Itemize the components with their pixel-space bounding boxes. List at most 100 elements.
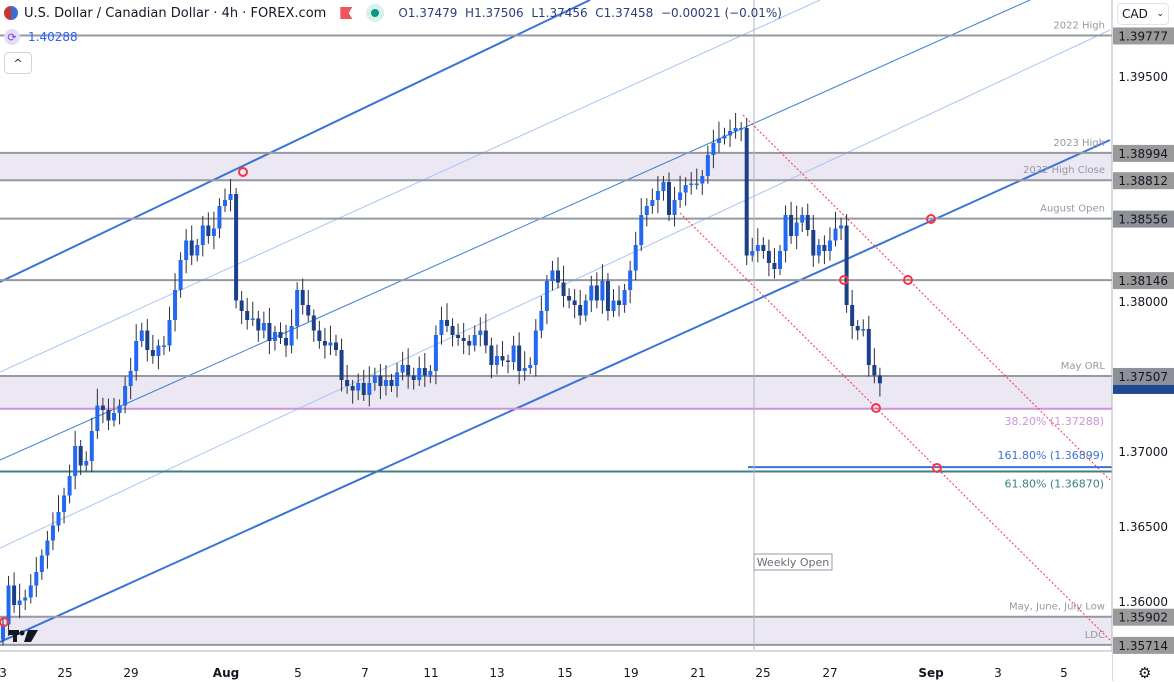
candle-body xyxy=(639,215,644,245)
candle-body xyxy=(439,320,444,335)
candle-body xyxy=(583,300,588,316)
candle xyxy=(445,303,449,332)
candle xyxy=(261,311,266,339)
channel-line-light xyxy=(0,0,821,373)
price-axis[interactable]: 1.39500 1.38000 1.37000 1.36500 1.36000 1.397… xyxy=(1113,27,1174,654)
price-tick-label: 1.39500 xyxy=(1118,70,1168,84)
candle xyxy=(650,188,655,214)
candle xyxy=(12,572,17,613)
candle xyxy=(827,227,832,261)
candle xyxy=(139,322,144,347)
candle xyxy=(578,290,583,326)
time-axis[interactable]: 3 25 29 Aug 5 7 11 13 15 19 21 25 27 Sep 3 5 xyxy=(0,666,1068,680)
candle xyxy=(628,260,633,304)
candle xyxy=(356,373,361,401)
candle-body xyxy=(23,597,28,601)
candle-body xyxy=(150,350,155,356)
time-tick-label: 29 xyxy=(123,666,138,680)
candle-body xyxy=(161,345,166,347)
candle xyxy=(422,353,427,387)
candle xyxy=(117,399,122,425)
candle xyxy=(367,366,372,407)
candle-body xyxy=(284,338,289,346)
candle-body xyxy=(594,285,599,301)
candle-body xyxy=(844,225,849,305)
candle-body xyxy=(112,413,116,421)
candle xyxy=(128,357,133,400)
usd-cad-flag-icon xyxy=(4,6,18,20)
currency-select[interactable]: CAD ⌄ xyxy=(1117,3,1169,25)
candle-body xyxy=(689,183,694,185)
time-tick-label: 25 xyxy=(755,666,770,680)
candle xyxy=(794,205,799,250)
candle xyxy=(350,380,355,404)
candle-body xyxy=(34,572,39,586)
currency-value: CAD xyxy=(1122,7,1148,21)
candle xyxy=(722,127,727,145)
candle-body xyxy=(6,585,11,625)
candle xyxy=(506,354,511,374)
candle-body xyxy=(611,300,616,311)
candle xyxy=(56,495,61,532)
candle-body xyxy=(189,240,194,256)
flag-marker-icon[interactable] xyxy=(340,7,353,19)
collapse-legend-button[interactable]: ^ xyxy=(4,52,32,74)
level-label: August Open xyxy=(1040,204,1105,215)
channel-line-upper xyxy=(0,0,591,283)
gear-icon[interactable]: ⚙ xyxy=(1138,664,1152,682)
candle xyxy=(383,365,388,396)
candle-body xyxy=(483,330,488,346)
level-label: 2022 High Close xyxy=(1023,165,1105,176)
level-price-tag-text: 1.37507 xyxy=(1118,370,1168,384)
candle-body xyxy=(134,341,139,371)
candle xyxy=(483,313,488,354)
candle-body xyxy=(683,185,688,193)
candle-body xyxy=(167,320,172,346)
weekly-open-label: Weekly Open xyxy=(753,553,833,571)
channel-line-light xyxy=(0,29,1111,549)
candle xyxy=(778,245,782,275)
candle-body xyxy=(572,300,577,305)
candle-body xyxy=(28,585,33,598)
candle xyxy=(461,323,466,355)
channel-line-lower xyxy=(0,139,1111,643)
candle xyxy=(678,175,683,208)
candle-body xyxy=(461,338,466,341)
candle xyxy=(189,225,194,266)
candle xyxy=(855,320,860,341)
candle xyxy=(622,284,627,313)
candle xyxy=(877,367,882,397)
candle-body xyxy=(728,131,733,136)
ohlc-open: O1.37479 xyxy=(398,6,458,20)
ohlc-high: H1.37506 xyxy=(465,6,524,20)
candle-body xyxy=(533,330,538,365)
candle xyxy=(256,310,261,342)
candle-body xyxy=(866,329,871,365)
price-tick-label: 1.37000 xyxy=(1118,445,1168,459)
candle xyxy=(550,260,555,291)
candle xyxy=(84,451,89,472)
candle-body xyxy=(211,228,216,236)
candle xyxy=(317,320,322,349)
pitchfork-channel-lines[interactable] xyxy=(0,0,1111,643)
candle xyxy=(267,308,272,355)
level-price-tag-text: 1.38812 xyxy=(1118,174,1168,188)
candle xyxy=(28,574,33,604)
candle-body xyxy=(528,365,533,368)
candle xyxy=(123,376,128,414)
candle-body xyxy=(417,368,422,380)
tradingview-logo xyxy=(9,630,38,642)
ohlc-close: C1.37458 xyxy=(595,6,654,20)
candle-body xyxy=(100,405,105,410)
candle-body xyxy=(816,245,821,256)
candle xyxy=(100,397,105,424)
candle xyxy=(472,325,477,352)
support-resistance-zone xyxy=(0,152,1112,181)
candle xyxy=(322,327,327,359)
symbol-title[interactable]: U.S. Dollar / Canadian Dollar · 4h · FOR… xyxy=(24,5,327,21)
candle xyxy=(850,290,855,340)
indicator-legend[interactable]: ⟳ 1.40288 xyxy=(4,29,78,45)
level-price-tag xyxy=(1113,608,1174,626)
candle xyxy=(67,464,72,504)
